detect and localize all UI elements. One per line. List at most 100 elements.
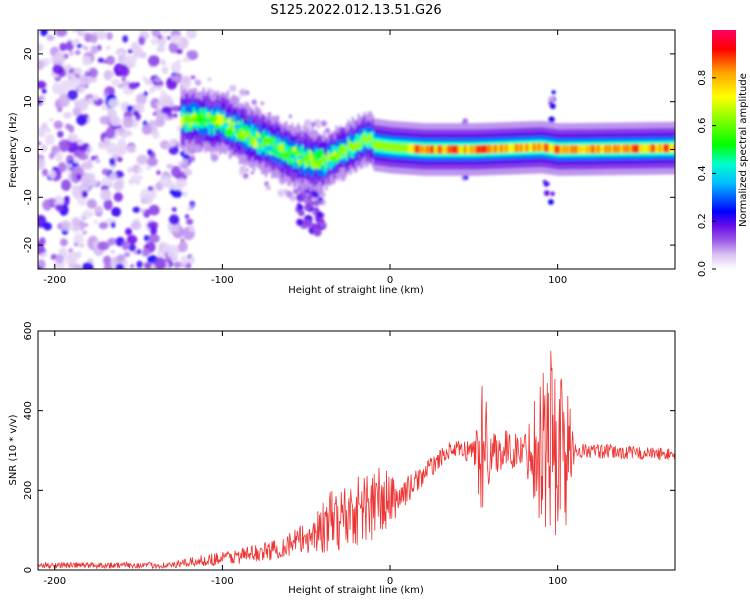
ridge-cell bbox=[446, 145, 449, 154]
ridge-hotspot bbox=[257, 137, 263, 145]
ridge-cell bbox=[566, 145, 569, 154]
ridge-cell bbox=[606, 144, 610, 154]
tail-blob bbox=[298, 209, 305, 217]
ridge-cell bbox=[431, 145, 435, 154]
spectrogram-field bbox=[38, 30, 675, 269]
ridge-hotspot bbox=[333, 146, 339, 152]
ridge-cell bbox=[470, 145, 473, 154]
noise-blob bbox=[138, 175, 143, 181]
x-tick-label: -100 bbox=[211, 275, 234, 286]
ridge-cell bbox=[466, 145, 469, 154]
noise-blob bbox=[77, 43, 82, 48]
noise-blob bbox=[138, 36, 146, 46]
colorbar-tick-label: 0.4 bbox=[697, 165, 708, 181]
noise-blob bbox=[81, 230, 88, 235]
ridge-cell bbox=[250, 124, 254, 143]
ridge-hotspot bbox=[315, 150, 323, 158]
noise-blob bbox=[61, 179, 72, 191]
ridge-cell bbox=[383, 141, 386, 151]
noise-blob bbox=[175, 178, 188, 188]
ridge-cell bbox=[572, 145, 575, 154]
ridge-cell bbox=[186, 113, 189, 132]
noise-blob bbox=[109, 157, 116, 165]
noise-blob bbox=[128, 179, 136, 185]
ridge-cell bbox=[635, 144, 638, 153]
ridge-cell bbox=[250, 136, 254, 146]
ridge-cell bbox=[482, 144, 485, 154]
ridge-cell bbox=[440, 145, 443, 154]
y-tick-label: -10 bbox=[23, 189, 34, 205]
ridge-hotspot bbox=[311, 163, 319, 169]
noise-blob bbox=[97, 57, 104, 63]
ridge-cell bbox=[588, 144, 592, 154]
noise-blob bbox=[155, 116, 166, 127]
noise-blob bbox=[116, 255, 126, 263]
ridge-cell bbox=[530, 143, 533, 152]
noise-blob bbox=[77, 86, 86, 94]
noise-blob bbox=[126, 144, 136, 154]
noise-blob bbox=[147, 149, 153, 156]
noise-blob bbox=[250, 171, 254, 175]
snr-xlabel: Height of straight line (km) bbox=[288, 585, 424, 596]
noise-blob bbox=[126, 234, 138, 245]
ridge-cell bbox=[490, 144, 493, 154]
noise-blob bbox=[320, 120, 327, 127]
noise-blob bbox=[186, 218, 194, 225]
ridge-cell bbox=[442, 145, 445, 154]
snr-panel: -200 -100 0 100 0 200 400 600 Height of straigh… bbox=[8, 321, 676, 596]
noise-blob bbox=[166, 163, 174, 169]
noise-blob bbox=[147, 186, 154, 191]
noise-blob bbox=[72, 185, 83, 199]
tail-blob bbox=[296, 218, 304, 226]
ridge-cell bbox=[425, 145, 429, 154]
ridge-cell bbox=[508, 144, 511, 153]
ridge-cell bbox=[568, 145, 571, 154]
noise-blob bbox=[82, 179, 89, 185]
ridge-cell bbox=[574, 145, 578, 154]
ridge-cell bbox=[281, 143, 284, 153]
noise-blob bbox=[68, 251, 79, 263]
ridge-cell bbox=[373, 140, 376, 150]
tail-blob bbox=[307, 194, 313, 201]
noise-blob bbox=[49, 169, 56, 179]
noise-blob bbox=[156, 45, 166, 53]
ridge-cell bbox=[367, 133, 370, 143]
noise-blob bbox=[145, 79, 153, 86]
ridge-cell bbox=[538, 142, 541, 152]
noise-blob bbox=[239, 88, 247, 97]
x-tick-label: 0 bbox=[387, 275, 393, 286]
ridge-hotspot bbox=[283, 152, 291, 159]
noise-blob bbox=[156, 101, 163, 108]
ridge-cell bbox=[584, 144, 588, 154]
ridge-cell bbox=[395, 143, 398, 152]
spike-blob bbox=[462, 118, 468, 124]
ridge-cell bbox=[444, 145, 447, 154]
noise-blob bbox=[182, 77, 190, 84]
noise-blob bbox=[188, 225, 195, 233]
ridge-cell bbox=[629, 144, 632, 153]
noise-blob bbox=[40, 144, 48, 153]
noise-blob bbox=[59, 143, 69, 153]
ridge-cell bbox=[544, 143, 547, 152]
noise-blob bbox=[71, 162, 77, 168]
ridge-cell bbox=[228, 117, 232, 128]
ridge-cell bbox=[321, 155, 324, 165]
noise-blob bbox=[96, 30, 108, 40]
ridge-cell bbox=[526, 143, 529, 152]
ridge-cell bbox=[550, 144, 553, 153]
tail-blob bbox=[313, 199, 320, 207]
ridge-cell bbox=[604, 144, 608, 154]
ridge-cell bbox=[564, 145, 567, 154]
ridge-hotspot bbox=[249, 129, 255, 134]
noise-blob bbox=[73, 263, 82, 269]
noise-blob bbox=[76, 173, 82, 181]
noise-blob bbox=[73, 67, 83, 75]
noise-blob bbox=[260, 101, 265, 106]
noise-blob bbox=[106, 126, 116, 139]
noise-blob bbox=[187, 31, 192, 36]
noise-blob bbox=[147, 233, 160, 243]
ridge-cell bbox=[492, 144, 495, 154]
noise-blob bbox=[157, 85, 163, 91]
ridge-cell bbox=[502, 144, 505, 153]
